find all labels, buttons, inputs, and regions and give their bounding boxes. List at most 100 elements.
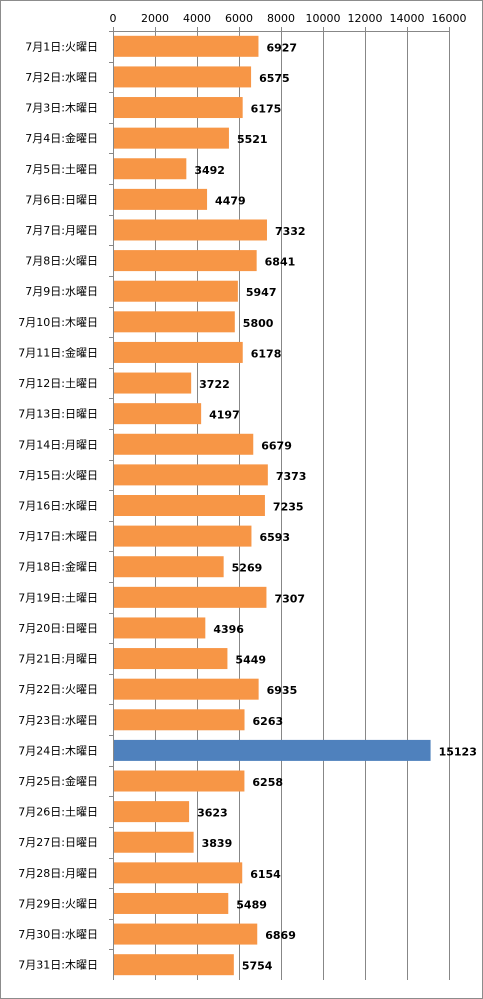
data-label: 6841 [265,256,296,269]
bar [114,280,238,302]
bar [114,954,234,976]
bar [114,403,202,425]
category-label: 7月21日:月曜日 [18,653,98,666]
category-label: 7月7日:月曜日 [25,224,98,237]
category-label: 7月16日:水曜日 [18,500,98,513]
bar [114,464,268,486]
data-label: 7332 [275,225,306,238]
bar [114,801,190,823]
bar [114,311,235,333]
category-label: 7月3日:木曜日 [25,102,98,115]
x-tick-label: 0 [110,12,117,25]
bar [114,923,258,945]
bar [114,188,208,210]
bar [114,678,259,700]
category-label: 7月18日:金曜日 [18,560,98,574]
category-label: 7月24日:木曜日 [18,744,98,757]
bar [114,372,192,394]
data-label: 6679 [261,439,292,452]
category-label: 7月4日:金曜日 [25,131,98,145]
data-label: 4479 [215,194,246,207]
category-label: 7月5日:土曜日 [25,163,98,176]
data-label: 6935 [267,684,298,697]
bar [114,770,245,792]
bar [114,127,229,149]
data-label: 5521 [237,133,268,146]
data-label: 7235 [273,501,304,514]
x-tick-label: 16000 [432,12,467,25]
data-label: 4396 [213,623,244,636]
bar [114,250,257,272]
bar [114,66,252,88]
bar [114,158,187,180]
category-label: 7月26日:土曜日 [18,806,98,819]
category-label: 7月27日:日曜日 [18,836,98,849]
bar [114,35,259,57]
data-label: 15123 [439,745,477,758]
category-label: 7月10日:木曜日 [18,316,98,329]
category-label: 7月28日:月曜日 [18,867,98,880]
category-label: 7月2日:水曜日 [25,71,98,84]
data-label: 6175 [251,103,282,116]
bar [114,831,194,853]
data-label: 3722 [199,378,230,391]
data-label: 6178 [251,347,282,360]
category-label: 7月13日:日曜日 [18,408,98,421]
data-label: 4197 [209,409,240,422]
x-tick-label: 12000 [348,12,383,25]
bar [114,862,243,884]
data-label: 5489 [236,898,267,911]
category-label: 7月1日:火曜日 [25,40,98,53]
data-label: 3492 [194,164,225,177]
bar [114,648,228,670]
data-label: 6869 [265,929,296,942]
data-label: 7373 [276,470,307,483]
bar [114,892,229,914]
data-label: 5449 [235,654,266,667]
category-label: 7月15日:火曜日 [18,469,98,482]
data-label: 7307 [274,592,305,605]
data-label: 5269 [232,562,263,575]
category-label: 7月6日:日曜日 [25,193,98,206]
bar [114,495,265,516]
category-label: 7月11日:金曜日 [18,345,98,359]
data-label: 5800 [243,317,274,330]
x-tick-label: 8000 [267,12,295,25]
bar [114,341,243,363]
category-label: 7月9日:水曜日 [25,285,98,298]
category-label: 7月30日:水曜日 [18,928,98,941]
category-label: 7月8日:火曜日 [25,255,98,268]
bar [114,433,254,455]
data-label: 3839 [202,837,233,850]
x-tick-label: 14000 [390,12,425,25]
bar [114,709,245,731]
data-label: 6263 [253,715,284,728]
category-label: 7月14日:月曜日 [18,438,98,451]
category-label: 7月29日:火曜日 [18,897,98,910]
category-label: 7月23日:水曜日 [18,714,98,727]
data-label: 5947 [246,286,277,299]
category-label: 7月20日:日曜日 [18,622,98,635]
category-label: 7月31日:木曜日 [18,959,98,972]
x-tick-label: 10000 [306,12,341,25]
bar [114,556,224,578]
data-label: 3623 [197,807,228,820]
bar [114,525,252,547]
data-label: 6258 [252,776,283,789]
data-label: 6575 [259,72,290,85]
data-label: 6154 [250,868,281,881]
bar [114,586,267,608]
category-label: 7月19日:土曜日 [18,591,98,604]
data-label: 5754 [242,960,273,973]
data-label: 6593 [259,531,290,544]
bar [114,97,243,119]
data-label: 6927 [266,41,297,54]
category-label: 7月12日:土曜日 [18,377,98,390]
x-tick-label: 6000 [225,12,253,25]
x-tick-label: 2000 [141,12,169,25]
x-tick-label: 4000 [183,12,211,25]
category-label: 7月25日:金曜日 [18,774,98,788]
bar [114,739,431,761]
category-label: 7月17日:木曜日 [18,530,98,543]
